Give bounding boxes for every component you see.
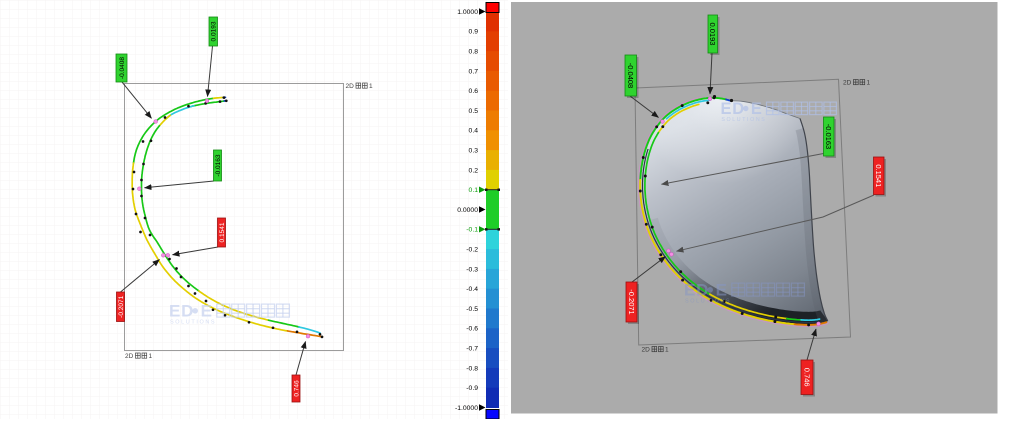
svg-text:E: E bbox=[716, 280, 727, 299]
svg-text:ED: ED bbox=[721, 100, 745, 118]
svg-text:0.3: 0.3 bbox=[469, 147, 479, 154]
svg-text:2D: 2D bbox=[642, 347, 651, 354]
svg-text:0.746: 0.746 bbox=[802, 368, 811, 387]
svg-text:E: E bbox=[751, 100, 762, 118]
svg-text:-0.3: -0.3 bbox=[466, 266, 478, 273]
svg-text:-0.2071: -0.2071 bbox=[627, 289, 636, 314]
svg-text:0.8: 0.8 bbox=[469, 48, 479, 55]
svg-text:-0.1: -0.1 bbox=[466, 227, 478, 234]
svg-text:0.1541: 0.1541 bbox=[219, 222, 226, 242]
svg-text:0.1541: 0.1541 bbox=[874, 164, 883, 187]
svg-text:0.0000: 0.0000 bbox=[457, 207, 478, 214]
svg-text:-0.9: -0.9 bbox=[466, 385, 478, 392]
svg-text:-0.8: -0.8 bbox=[466, 365, 478, 372]
svg-text:-0.0408: -0.0408 bbox=[119, 57, 126, 79]
svg-text:-1.0000: -1.0000 bbox=[455, 405, 478, 412]
svg-text:0.9: 0.9 bbox=[469, 29, 479, 36]
svg-text:2D: 2D bbox=[843, 80, 852, 87]
svg-text:-0.6: -0.6 bbox=[466, 326, 478, 333]
svg-text:-0.4: -0.4 bbox=[466, 286, 478, 293]
svg-text:0.0193: 0.0193 bbox=[210, 21, 217, 41]
svg-text:-0.5: -0.5 bbox=[466, 306, 478, 313]
svg-text:1: 1 bbox=[867, 80, 871, 87]
svg-text:1.0000: 1.0000 bbox=[457, 9, 478, 16]
svg-text:1: 1 bbox=[369, 83, 373, 90]
svg-text:1: 1 bbox=[149, 353, 153, 360]
svg-text:-0.2071: -0.2071 bbox=[118, 295, 125, 317]
svg-text:0.6: 0.6 bbox=[469, 88, 479, 95]
svg-text:0.1: 0.1 bbox=[469, 187, 479, 194]
svg-text:1: 1 bbox=[665, 347, 669, 354]
svg-text:SOLUTIONS: SOLUTIONS bbox=[721, 117, 766, 123]
svg-text:0.2: 0.2 bbox=[469, 167, 479, 174]
svg-text:-0.0163: -0.0163 bbox=[215, 154, 222, 176]
svg-text:-0.0408: -0.0408 bbox=[626, 63, 635, 88]
svg-text:SOLUTIONS: SOLUTIONS bbox=[170, 320, 216, 326]
svg-text:-0.2: -0.2 bbox=[466, 246, 478, 253]
svg-text:0.0193: 0.0193 bbox=[708, 23, 717, 46]
svg-text:E: E bbox=[201, 301, 212, 320]
svg-text:ED: ED bbox=[169, 301, 194, 320]
svg-text:-0.0163: -0.0163 bbox=[824, 124, 833, 149]
svg-text:0.746: 0.746 bbox=[293, 380, 300, 397]
svg-text:0.5: 0.5 bbox=[469, 108, 479, 115]
svg-text:2D: 2D bbox=[346, 83, 355, 90]
svg-text:2D: 2D bbox=[125, 353, 134, 360]
svg-text:ED: ED bbox=[684, 280, 709, 299]
svg-text:-0.7: -0.7 bbox=[466, 345, 478, 352]
svg-text:0.7: 0.7 bbox=[469, 68, 479, 75]
svg-text:0.4: 0.4 bbox=[469, 128, 479, 135]
svg-text:SOLUTIONS: SOLUTIONS bbox=[685, 299, 731, 305]
